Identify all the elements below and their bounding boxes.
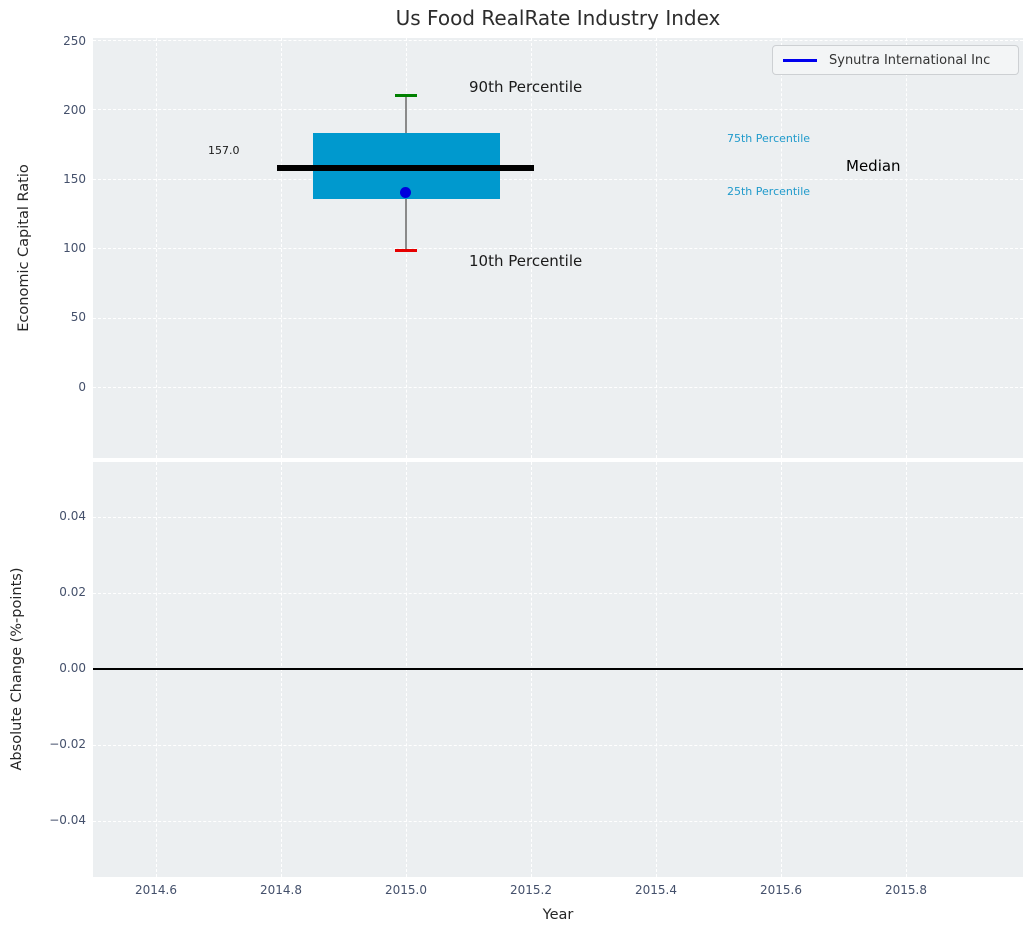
y-axis-label-top: Economic Capital Ratio xyxy=(16,164,32,332)
ytick-top: 250 xyxy=(63,34,86,48)
ytick-top: 150 xyxy=(63,172,86,186)
bottom-plot-area xyxy=(93,462,1023,877)
label-25th-percentile: 25th Percentile xyxy=(727,185,811,198)
xtick: 2014.8 xyxy=(260,883,302,897)
gridline-h xyxy=(93,179,1023,180)
gridline-h xyxy=(93,745,1023,746)
label-90th-percentile: 90th Percentile xyxy=(469,78,583,96)
gridline-h xyxy=(93,517,1023,518)
median-value-label: 157.0 xyxy=(208,144,240,157)
xtick: 2015.4 xyxy=(635,883,677,897)
ytick-top: 200 xyxy=(63,103,86,117)
cap-10th-percentile xyxy=(395,249,417,252)
zero-reference-line xyxy=(93,668,1023,670)
gridline-h xyxy=(93,248,1023,249)
chart-title: Us Food RealRate Industry Index xyxy=(395,6,721,30)
gridline-h xyxy=(93,593,1023,594)
median-line xyxy=(277,165,534,171)
ytick-bottom: 0.00 xyxy=(59,661,86,675)
gridline-h xyxy=(93,40,1023,41)
gridline-v xyxy=(781,38,782,458)
y-axis-label-bottom: Absolute Change (%-points) xyxy=(9,567,25,771)
ytick-top: 50 xyxy=(70,310,86,324)
ytick-bottom: 0.02 xyxy=(59,585,86,599)
xtick: 2015.2 xyxy=(510,883,552,897)
gridline-v xyxy=(281,38,282,458)
ytick-bottom: 0.04 xyxy=(59,509,86,523)
cap-90th-percentile xyxy=(395,94,417,97)
gridline-v xyxy=(531,38,532,458)
label-10th-percentile: 10th Percentile xyxy=(469,252,583,270)
gridline-h xyxy=(93,109,1023,110)
gridline-v xyxy=(656,38,657,458)
legend: Synutra International Inc xyxy=(772,45,1019,75)
gridline-h xyxy=(93,387,1023,388)
label-median: Median xyxy=(846,157,901,175)
gridline-h xyxy=(93,821,1023,822)
legend-label: Synutra International Inc xyxy=(829,52,991,68)
top-plot-area: 157.0 90th Percentile 10th Percentile 75… xyxy=(93,38,1023,458)
company-data-point xyxy=(400,187,411,198)
gridline-v xyxy=(156,38,157,458)
legend-line-sample xyxy=(783,58,817,62)
ytick-top: 100 xyxy=(63,241,86,255)
ytick-top: 0 xyxy=(78,380,86,394)
xtick: 2015.6 xyxy=(760,883,802,897)
gridline-v xyxy=(906,38,907,458)
label-75th-percentile: 75th Percentile xyxy=(727,132,811,145)
xtick: 2015.0 xyxy=(385,883,427,897)
x-axis-label: Year xyxy=(542,907,574,923)
xtick: 2014.6 xyxy=(135,883,177,897)
xtick: 2015.8 xyxy=(885,883,927,897)
gridline-h xyxy=(93,318,1023,319)
ytick-bottom: −0.02 xyxy=(49,737,86,751)
ytick-bottom: −0.04 xyxy=(49,813,86,827)
